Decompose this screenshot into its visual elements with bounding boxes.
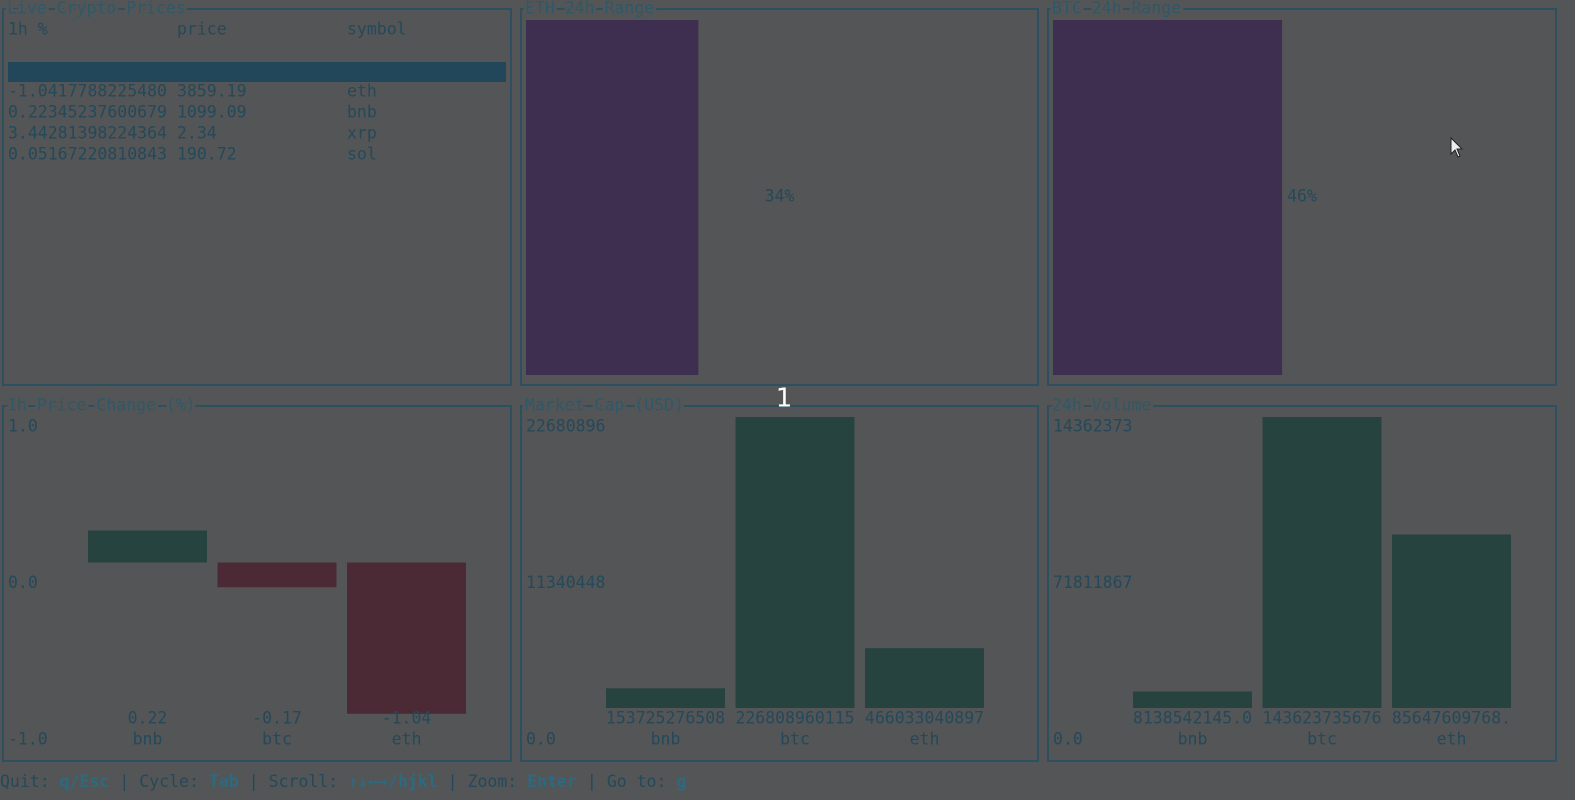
- value-label: 466033040897: [865, 709, 984, 728]
- category-label: btc: [1307, 730, 1337, 749]
- value-label: 8138542145.0: [1133, 709, 1252, 728]
- value-label: 226808960115: [735, 709, 854, 728]
- footer-label: Cycle:: [139, 772, 199, 791]
- bar: [1392, 534, 1511, 708]
- table-cell: 1099.09: [177, 103, 247, 122]
- value-label: 143623735676: [1262, 709, 1381, 728]
- selected-row-highlight: [8, 62, 506, 82]
- table-cell: 2.34: [177, 124, 217, 143]
- value-label: -0.17: [252, 709, 302, 728]
- value-label: 85647609768.: [1392, 709, 1511, 728]
- y-tick-label: 0.0: [1053, 730, 1083, 749]
- panel-title: BTC 24h Range: [1052, 0, 1181, 18]
- footer-label: Quit:: [0, 772, 50, 791]
- gauge-bar: [526, 20, 699, 375]
- column-header: price: [177, 20, 227, 39]
- table-cell: 0.22345237600679: [8, 103, 167, 122]
- category-label: eth: [1437, 730, 1467, 749]
- bar: [88, 530, 207, 563]
- column-header: symbol: [347, 20, 407, 39]
- table-cell: 3859.19: [177, 82, 247, 101]
- panel-title: 24h Volume: [1052, 396, 1151, 415]
- footer-label: Zoom:: [468, 772, 518, 791]
- y-tick-label: 1.0: [8, 417, 38, 436]
- panel-border: [520, 405, 1039, 762]
- footer-key: q/Esc: [60, 772, 110, 791]
- footer-key: Tab: [209, 772, 239, 791]
- footer-key: ↑↓←→/hjkl: [348, 772, 437, 791]
- panel-border: [1047, 8, 1557, 386]
- footer-label: Scroll:: [269, 772, 339, 791]
- y-tick-label: 11340448: [526, 573, 605, 592]
- footer-separator: |: [119, 772, 129, 791]
- value-label: 0.22: [128, 709, 168, 728]
- y-tick-label: 0.0: [8, 573, 38, 592]
- panel-border: [2, 8, 512, 386]
- y-tick-label: 14362373: [1053, 417, 1132, 436]
- footer-help: Quit: q/Esc | Cycle: Tab | Scroll: ↑↓←→/hjkl | Zo…: [0, 772, 686, 791]
- table-cell: bnb: [347, 103, 377, 122]
- panel-title: Market Cap (USD): [525, 396, 684, 415]
- bar: [347, 562, 466, 714]
- bar: [735, 417, 855, 708]
- category-label: bnb: [133, 730, 163, 749]
- panel-border: [520, 8, 1039, 386]
- table-cell: eth: [347, 82, 377, 101]
- panel-title: 1h Price Change (%): [7, 396, 196, 415]
- footer-separator: |: [249, 772, 259, 791]
- category-label: btc: [262, 730, 292, 749]
- column-header: 1h %: [8, 20, 48, 39]
- gauge-label: 46%: [1287, 187, 1317, 206]
- bar: [606, 688, 725, 708]
- y-tick-label: 0.0: [526, 730, 556, 749]
- table-cell: sol: [347, 145, 377, 164]
- bar: [1262, 417, 1382, 708]
- table-cell: 3.44281398224364: [8, 124, 167, 143]
- category-label: bnb: [1178, 730, 1208, 749]
- category-label: bnb: [651, 730, 681, 749]
- panel-border: [2, 405, 512, 762]
- table-cell: xrp: [347, 124, 377, 143]
- footer-separator: |: [587, 772, 597, 791]
- footer-key: g: [676, 772, 686, 791]
- category-label: eth: [910, 730, 940, 749]
- category-label: eth: [392, 730, 422, 749]
- panel-border: [1047, 405, 1557, 762]
- bar: [217, 562, 337, 588]
- table-cell: 0.05167220810843: [8, 145, 167, 164]
- footer-label: Go to:: [607, 772, 667, 791]
- overlay-text: 1: [776, 384, 793, 414]
- bar: [865, 648, 984, 708]
- panel-title: ETH 24h Range: [525, 0, 654, 18]
- table-cell: 190.72: [177, 145, 237, 164]
- footer-key: Enter: [527, 772, 577, 791]
- gauge-label: 34%: [765, 187, 795, 206]
- y-tick-label: 22680896: [526, 417, 605, 436]
- y-tick-label: -1.0: [8, 730, 48, 749]
- bar: [1133, 691, 1252, 708]
- gauge-bar: [1053, 20, 1283, 375]
- y-tick-label: 71811867: [1053, 573, 1132, 592]
- category-label: btc: [780, 730, 810, 749]
- footer-separator: |: [448, 772, 458, 791]
- value-label: -1.04: [382, 709, 432, 728]
- mouse-cursor: [1450, 136, 1464, 158]
- table-cell: -1.0417788225480: [8, 82, 167, 101]
- panel-title: Live Crypto Prices: [7, 0, 186, 18]
- value-label: 153725276508: [606, 709, 725, 728]
